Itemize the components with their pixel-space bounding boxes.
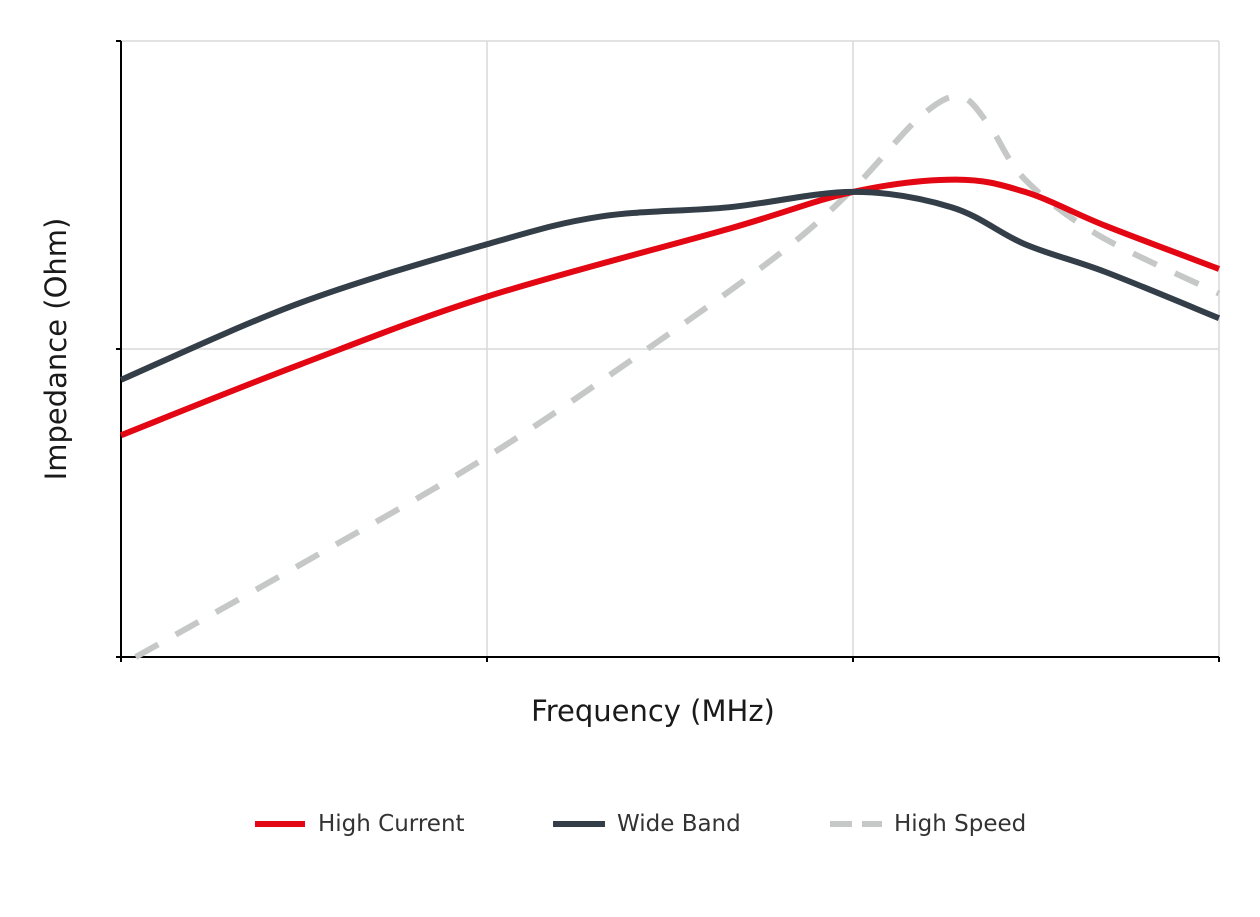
legend-label-high-speed: High Speed [894,811,1026,837]
legend-label-wide-band: Wide Band [617,811,741,837]
series-lines [119,93,1221,660]
y-axis-title: Impedance (Ohm) [39,218,73,481]
gridlines [121,40,1220,657]
series-line-wide-band [119,188,1221,383]
series-line-high-speed [134,93,1221,660]
series-line-high-current [119,176,1221,439]
axes [116,40,1220,662]
legend-label-high-current: High Current [318,811,465,837]
x-axis-title: Frequency (MHz) [531,694,775,728]
legend: High Current Wide Band High Speed [255,811,1026,837]
